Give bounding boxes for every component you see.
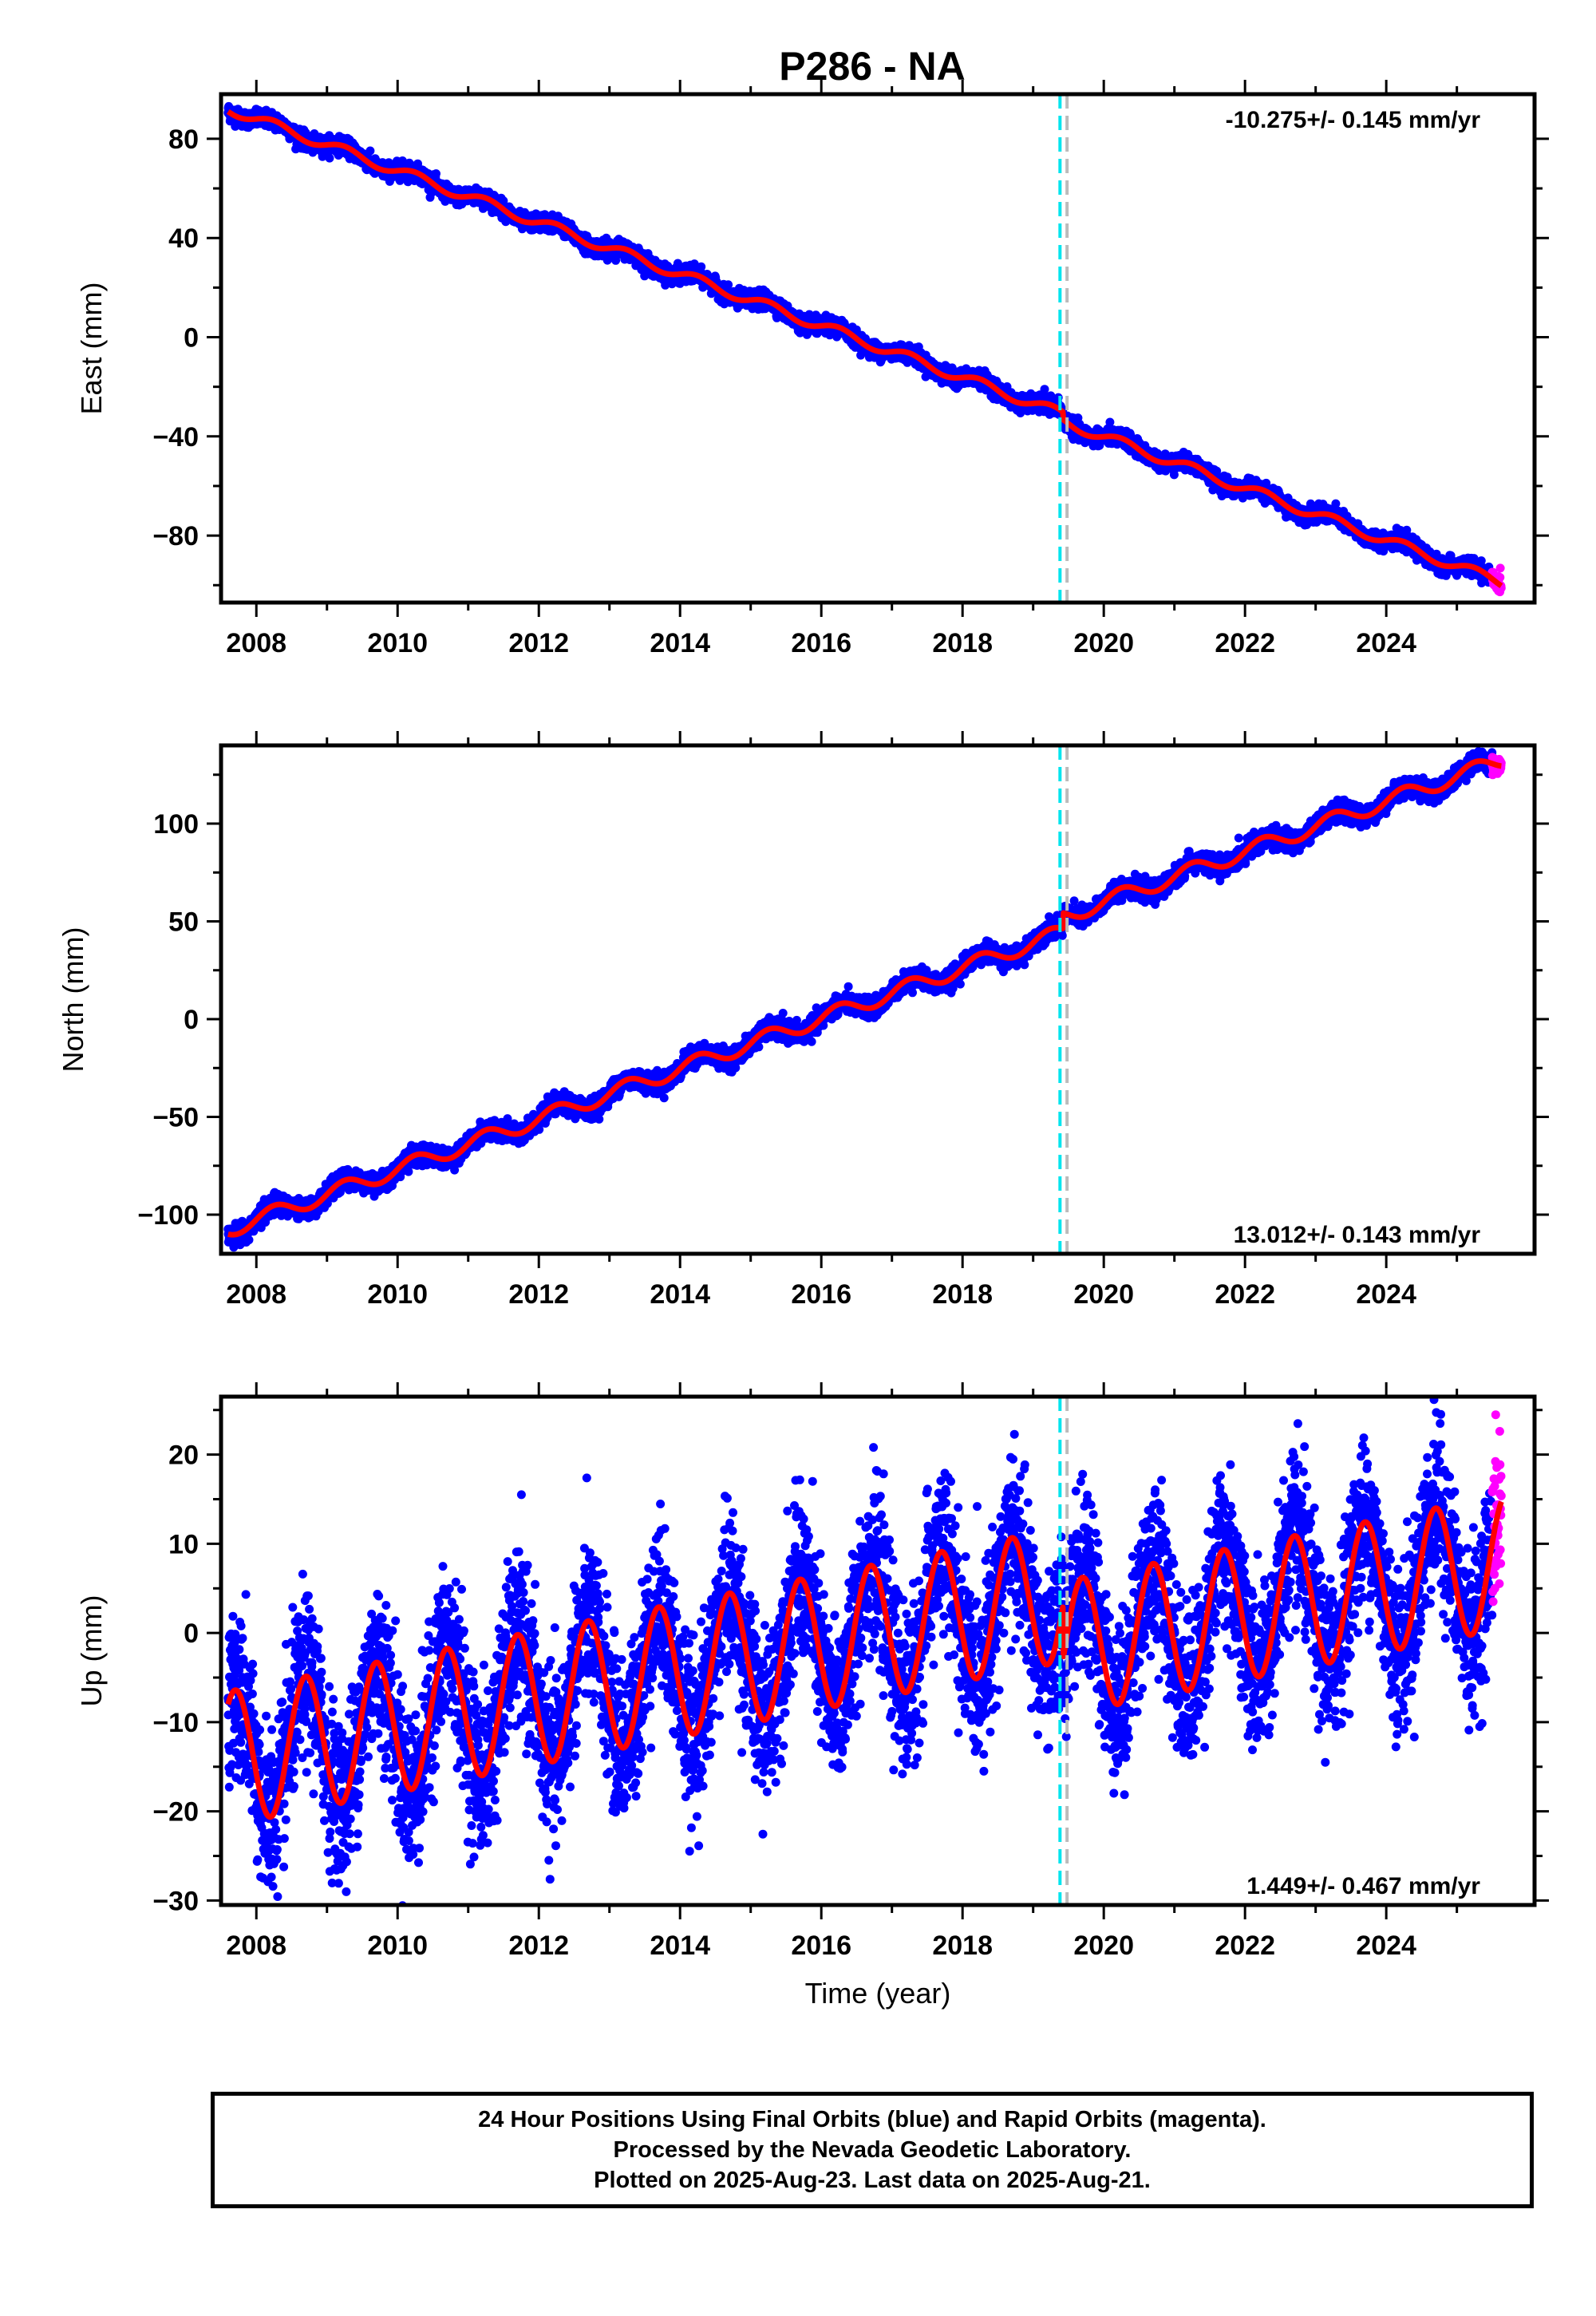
panels: 2008 2010 2012 2014 2016 2018 2020 2022 2024−80−…: [57, 80, 1549, 2010]
final-orbit-point: [697, 262, 706, 271]
east-plot-area: [223, 101, 1506, 597]
final-orbit-point: [365, 146, 375, 156]
final-orbit-point: [1105, 417, 1115, 427]
final-orbit-point: [325, 153, 334, 163]
figure-title: P286 - NA: [779, 44, 965, 89]
panel-east: 2008 2010 2012 2014 2016 2018 2020 2022 2024−80−…: [75, 80, 1549, 658]
final-orbit-point: [432, 169, 440, 179]
